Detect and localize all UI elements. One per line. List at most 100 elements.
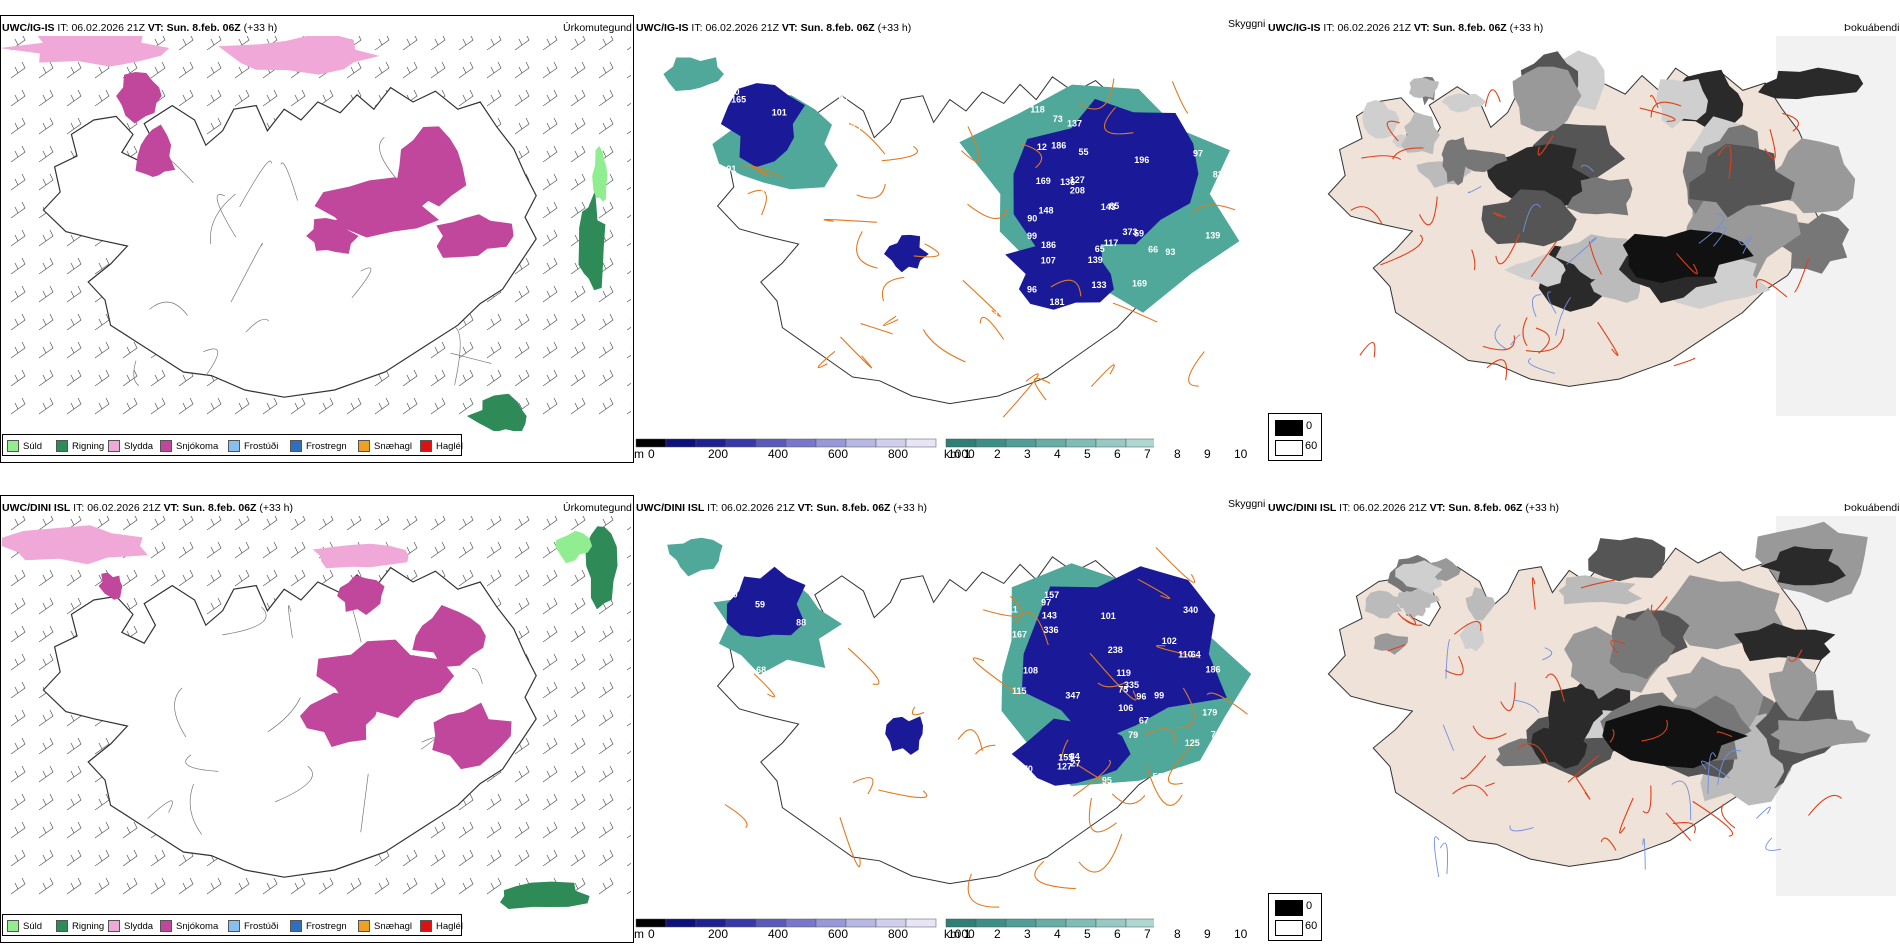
rain-area bbox=[578, 190, 606, 291]
lead-time: (+33 h) bbox=[1509, 22, 1544, 34]
low-visibility-blue bbox=[1011, 718, 1131, 786]
lead-time: (+33 h) bbox=[877, 22, 912, 34]
panel-header: UWC/DINI ISL IT: 06.02.2026 21Z VT: Sun.… bbox=[1268, 502, 1559, 514]
snow-area bbox=[300, 692, 380, 747]
visibility-value: 77 bbox=[1079, 305, 1089, 315]
visibility-value: 100 bbox=[802, 194, 817, 204]
visibility-value: 97 bbox=[1193, 148, 1203, 158]
visibility-value: 59 bbox=[1134, 229, 1144, 239]
visibility-value: 101 bbox=[772, 108, 787, 118]
colorbar-m-tick: 0 bbox=[648, 927, 655, 941]
visibility-value: 179 bbox=[821, 601, 836, 611]
legend-label: Slydda bbox=[124, 440, 154, 452]
legend-label: Frostregn bbox=[306, 440, 347, 452]
precip-type-title: Úrkomutegund bbox=[563, 502, 632, 514]
visibility-value: 170 bbox=[1018, 764, 1033, 774]
fog-indicator-title: Þokuábendi bbox=[1844, 22, 1900, 34]
visibility-colorbars bbox=[635, 438, 1154, 448]
snow-area bbox=[432, 702, 512, 770]
visibility-value: 111 bbox=[1004, 604, 1018, 614]
visibility-value: 122 bbox=[999, 741, 1014, 751]
legend-item-súld: Súld bbox=[7, 440, 42, 452]
visibility-value: 115 bbox=[1012, 686, 1027, 696]
colorbar-m-tick: 400 bbox=[768, 927, 789, 941]
legend-label: Snæhagl bbox=[374, 440, 413, 452]
visibility-value: 208 bbox=[1070, 186, 1085, 196]
dense-fog-area bbox=[1602, 705, 1749, 769]
fog-area bbox=[1481, 189, 1577, 247]
visibility-value: 55 bbox=[1079, 147, 1089, 157]
legend-label: Haglél bbox=[436, 440, 463, 452]
visibility-value: 63 bbox=[814, 688, 824, 698]
legend-item-slydda: Slydda bbox=[108, 440, 153, 452]
legend-label: Rigning bbox=[72, 920, 105, 932]
fog-area bbox=[1409, 78, 1440, 99]
precip-legend-box bbox=[2, 914, 462, 936]
colorbar-km-tick: 7 bbox=[1144, 927, 1151, 941]
precip-type-map bbox=[1, 36, 631, 431]
legend-label: Súld bbox=[23, 440, 43, 452]
visibility-value: 93 bbox=[1165, 247, 1175, 257]
panel-header: UWC/IG-IS IT: 06.02.2026 21Z VT: Sun. 8.… bbox=[636, 22, 911, 34]
visibility-value: 79 bbox=[1128, 730, 1138, 740]
init-time-label: IT: bbox=[707, 502, 719, 514]
panel-header: UWC/IG-IS IT: 06.02.2026 21Z VT: Sun. 8.… bbox=[2, 22, 277, 34]
legend-item-rigning: Rigning bbox=[56, 920, 104, 932]
visibility-value: 340 bbox=[1183, 605, 1198, 615]
colorbar-km-tick: 9 bbox=[1204, 447, 1211, 461]
visibility-value: 238 bbox=[1108, 645, 1123, 655]
lead-time: (+33 h) bbox=[259, 502, 293, 514]
visibility-value: 107 bbox=[1041, 256, 1056, 266]
visibility-value: 106 bbox=[1118, 703, 1133, 713]
visibility-value: 90 bbox=[728, 590, 738, 600]
visibility-value: 143 bbox=[1101, 202, 1116, 212]
visibility-value: 62 bbox=[792, 685, 802, 695]
fog-area bbox=[1734, 622, 1836, 662]
visibility-value: 92 bbox=[839, 94, 849, 104]
init-time-value: 06.02.2026 21Z bbox=[705, 22, 779, 34]
visibility-value: 99 bbox=[1027, 231, 1037, 241]
colorbar-km-tick: 5 bbox=[1084, 447, 1091, 461]
colorbar-km-tick: 3 bbox=[1024, 447, 1031, 461]
visibility-value: 335 bbox=[1124, 680, 1139, 690]
visibility-value: 97 bbox=[1041, 598, 1051, 608]
visibility-value: 84 bbox=[1070, 751, 1080, 761]
legend-swatch bbox=[420, 920, 432, 932]
colorbar-km-tick: 3 bbox=[1024, 927, 1031, 941]
visibility-value: 127 bbox=[1057, 762, 1072, 772]
colorbar-m-unit: m bbox=[634, 927, 644, 941]
visibility-value: 80 bbox=[730, 87, 740, 97]
visibility-value: 157 bbox=[1044, 590, 1059, 600]
visibility-value: 108 bbox=[1023, 666, 1038, 676]
visibility-value: 88 bbox=[796, 617, 806, 627]
snow-area bbox=[135, 124, 176, 177]
fog-area bbox=[1395, 560, 1443, 590]
visibility-value: 102 bbox=[1162, 636, 1177, 646]
visibility-value: 70 bbox=[1211, 730, 1221, 740]
legend-item-rigning: Rigning bbox=[56, 440, 104, 452]
valid-time-value: Sun. 8.feb. 06Z bbox=[1432, 22, 1507, 34]
legend-label: Snjókoma bbox=[176, 440, 219, 452]
rain-area bbox=[466, 393, 527, 431]
visibility-value: 101 bbox=[1101, 611, 1116, 621]
visibility-value: 91 bbox=[726, 164, 736, 174]
legend-swatch bbox=[228, 920, 240, 932]
legend-item-snjókoma: Snjókoma bbox=[160, 920, 218, 932]
colorbar-km-tick: 1 bbox=[964, 927, 971, 941]
visibility-value: 57 bbox=[1098, 302, 1108, 312]
colorbar-km-tick: 2 bbox=[994, 447, 1001, 461]
colorbar-km-tick: 9 bbox=[1204, 927, 1211, 941]
colorbar-km-tick: 6 bbox=[1114, 447, 1121, 461]
fog-area bbox=[1504, 253, 1566, 287]
snow-area bbox=[306, 218, 359, 254]
visibility-value: 12 bbox=[1037, 142, 1047, 152]
precip-type-panel bbox=[0, 495, 634, 943]
fog-area bbox=[1512, 66, 1582, 132]
visibility-value: 188 bbox=[761, 188, 776, 198]
visibility-value: 96 bbox=[1136, 692, 1146, 702]
init-time-value: 06.02.2026 21Z bbox=[1353, 502, 1427, 514]
colorbar-m-tick: 600 bbox=[828, 447, 849, 461]
visibility-value: 186 bbox=[1041, 240, 1056, 250]
legend-swatch bbox=[358, 920, 370, 932]
visibility-value: 186 bbox=[1206, 664, 1221, 674]
